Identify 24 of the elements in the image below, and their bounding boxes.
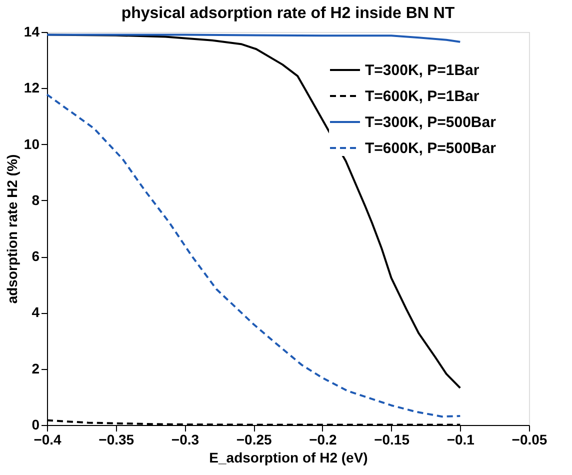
x-tick-label: −0.3 <box>171 432 200 448</box>
y-tick-label: 10 <box>24 136 40 152</box>
legend-label: T=600K, P=500Bar <box>365 140 496 157</box>
x-tick-label: −0.15 <box>374 432 410 448</box>
x-tick-label: −0.05 <box>512 432 548 448</box>
y-tick-label: 14 <box>24 24 40 40</box>
chart-title: physical adsorption rate of H2 inside BN NT <box>121 5 455 22</box>
x-tick-label: −0.25 <box>236 432 272 448</box>
y-tick-label: 0 <box>32 416 40 432</box>
y-tick-label: 12 <box>24 80 40 96</box>
x-axis-title: E_adsorption of H2 (eV) <box>209 450 368 466</box>
x-tick-label: −0.35 <box>98 432 134 448</box>
x-tick-label: −0.2 <box>309 432 337 448</box>
x-tick-label: −0.4 <box>34 432 62 448</box>
legend-label: T=300K, P=1Bar <box>365 62 480 79</box>
y-tick-label: 2 <box>32 360 40 376</box>
legend-label: T=300K, P=500Bar <box>365 114 496 131</box>
line-series <box>46 34 462 43</box>
y-tick-label: 8 <box>32 192 40 208</box>
y-axis-title: adsorption rate H2 (%) <box>4 154 20 304</box>
x-tick-label: −0.1 <box>446 432 475 448</box>
y-tick-label: 4 <box>32 304 40 320</box>
y-tick-label: 6 <box>32 248 40 264</box>
legend-label: T=600K, P=1Bar <box>365 88 480 105</box>
